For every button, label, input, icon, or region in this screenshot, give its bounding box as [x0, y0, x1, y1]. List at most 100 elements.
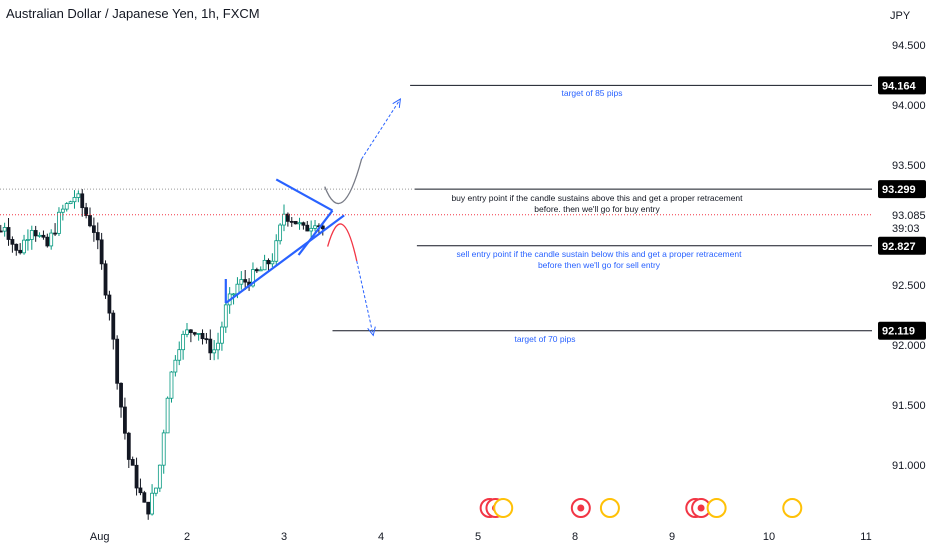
target-up-arrow-head: [392, 98, 402, 108]
candle-body: [142, 492, 147, 503]
candle-body: [134, 464, 139, 489]
candle-body: [41, 234, 46, 238]
candle-body: [293, 220, 298, 225]
candle-body: [192, 332, 197, 335]
candle-body: [177, 349, 182, 361]
candle-body: [18, 249, 23, 254]
candle-body: [91, 225, 96, 233]
x-tick-label: 11: [860, 531, 871, 543]
event-icons: [479, 498, 803, 518]
candle-body: [309, 227, 314, 232]
candle-body: [188, 329, 193, 334]
event-icon-dot: [788, 504, 796, 512]
candle-body: [72, 197, 77, 203]
candle-body: [231, 293, 236, 296]
level-tag-label: 93.299: [882, 184, 916, 196]
level-price-tag: 93.299: [878, 180, 926, 199]
candles: [0, 189, 325, 520]
event-icon-dot: [713, 504, 721, 512]
candle-body: [0, 230, 3, 233]
target-down-arrow: [356, 260, 374, 336]
candle-body: [22, 239, 26, 254]
x-tick-label: 10: [763, 531, 775, 543]
candle-body: [103, 263, 108, 296]
candle-body: [181, 333, 186, 351]
x-tick-label: 9: [669, 531, 675, 543]
candle-body: [154, 487, 158, 494]
annotation-target-down: target of 70 pips: [515, 334, 576, 344]
candle-body: [130, 459, 135, 466]
annotation-target-up: target of 85 pips: [562, 88, 623, 98]
candle-body: [14, 243, 19, 251]
candle-body: [64, 203, 69, 210]
candle-body: [45, 236, 50, 247]
time-axis: Aug234589101112: [90, 531, 872, 543]
candle-body: [95, 232, 100, 241]
level-tag-label: 92.119: [882, 326, 915, 338]
candle-body: [146, 501, 151, 515]
candle-body: [115, 338, 120, 384]
level-price-tag: 94.164: [878, 76, 926, 95]
target-down-arrow-head: [367, 326, 376, 337]
event-icon[interactable]: [706, 498, 727, 518]
chart-title: Australian Dollar / Japanese Yen, 1h, FX…: [6, 6, 260, 21]
candle-body: [49, 232, 54, 247]
candle-body: [80, 193, 85, 209]
triangle-trendline: [275, 178, 334, 212]
annotation-buy-line2: before. then we'll go for buy entry: [534, 204, 660, 214]
annotations: target of 85 pips buy entry point if the …: [451, 88, 743, 344]
candle-body: [216, 342, 220, 351]
candle-body: [84, 207, 89, 216]
level-tag-bg: [878, 76, 926, 95]
annotation-buy-line1: buy entry point if the candle sustains a…: [451, 193, 743, 203]
drawings: [224, 98, 402, 337]
event-icon[interactable]: [570, 498, 591, 518]
candle-body: [111, 312, 116, 340]
candle-body: [119, 382, 123, 408]
candle-body: [313, 225, 317, 229]
candle-body: [169, 371, 174, 399]
horizontal-levels: 94.164 93.299 92.827 92.119: [0, 76, 926, 340]
event-icon[interactable]: [599, 498, 620, 518]
retracement-arc-up: [324, 158, 363, 205]
current-price-label: 93.085: [892, 210, 926, 222]
candle-body: [157, 464, 162, 489]
level-tag-bg: [878, 180, 926, 199]
candle-body: [53, 232, 57, 235]
candle-body: [26, 239, 30, 241]
x-tick-label: 4: [378, 531, 384, 543]
level-tag-bg: [878, 321, 926, 340]
y-tick-label: 94.500: [892, 40, 926, 52]
currency-label: JPY: [890, 10, 911, 22]
candle-body: [239, 279, 244, 285]
event-icon-dot: [577, 504, 585, 512]
candle-body: [258, 269, 263, 272]
candle-body: [123, 406, 127, 434]
candle-body: [161, 432, 166, 466]
candle-body: [196, 333, 201, 335]
y-tick-label: 94.000: [892, 100, 926, 112]
candle-body: [138, 487, 143, 494]
candle-body: [165, 397, 170, 434]
event-icon[interactable]: [493, 498, 514, 518]
candle-body: [29, 230, 34, 240]
candle-body: [220, 326, 224, 344]
y-tick-label: 92.000: [892, 340, 926, 352]
candle-body: [320, 225, 325, 230]
candle-body: [99, 239, 104, 265]
candle-body: [37, 234, 42, 237]
candle-body: [305, 224, 310, 232]
candle-body: [88, 215, 92, 227]
event-icon[interactable]: [782, 498, 803, 518]
level-price-tag: 92.119: [878, 321, 926, 340]
y-tick-label: 92.500: [892, 280, 926, 292]
candle-body: [107, 294, 112, 314]
candle-body: [204, 338, 209, 341]
y-tick-label: 91.500: [892, 400, 926, 412]
level-tag-label: 92.827: [882, 241, 916, 253]
retracement-arc-down: [327, 223, 358, 262]
triangle-trendline: [225, 214, 345, 304]
event-icon-dot: [697, 504, 705, 512]
candle-body: [282, 213, 286, 226]
